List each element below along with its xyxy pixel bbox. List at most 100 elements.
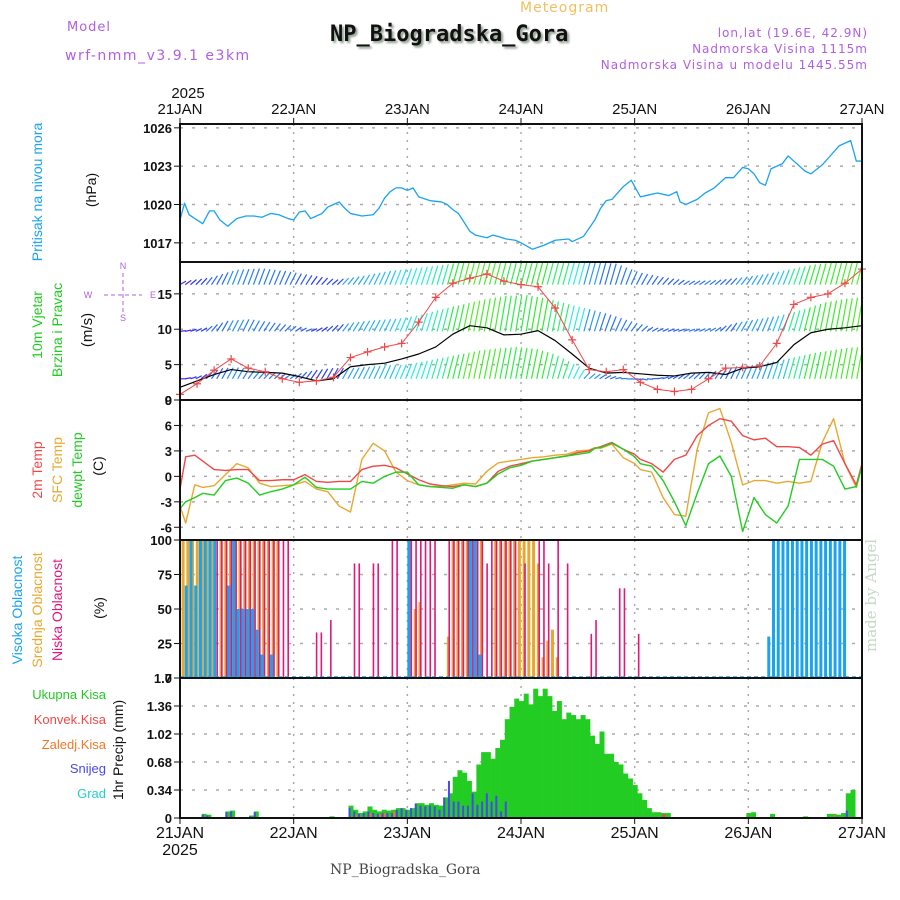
pressure-title: Pritisak na nivou mora — [29, 123, 45, 262]
cloud-mid-bar — [555, 657, 559, 678]
cloud-mid-bar — [470, 540, 474, 678]
wind-barb — [499, 295, 507, 332]
wind-barb — [635, 324, 643, 332]
wind-barb — [625, 321, 633, 332]
wind-barb — [688, 373, 696, 380]
cloud-high-bar — [781, 540, 785, 678]
gust-marker — [244, 364, 253, 373]
wind-barb — [683, 373, 691, 380]
y-tick-label: 25 — [158, 637, 172, 652]
wind-barb — [594, 373, 601, 380]
wind-barb — [651, 327, 659, 332]
wind-barb — [530, 261, 539, 285]
cloud-low-bar — [505, 540, 507, 678]
panel-frame — [179, 399, 863, 541]
cloud-mid-bar — [508, 540, 512, 678]
precip-total-bar — [253, 811, 259, 818]
model-label: Model — [67, 20, 112, 35]
bottom-year-label: 2025 — [162, 842, 198, 859]
gust-marker — [517, 280, 525, 289]
wind-barb — [462, 302, 470, 332]
wind-barb — [441, 264, 449, 285]
wind-barb — [793, 356, 801, 379]
wind-barb — [562, 360, 570, 379]
wind-barb — [814, 303, 822, 332]
precip-snow-bar — [391, 813, 394, 818]
wind-barb — [462, 352, 470, 379]
wind-barb — [740, 276, 748, 286]
precip-freezing-bar — [369, 813, 372, 818]
y-tick-label: 1026 — [143, 121, 172, 136]
wind-barb — [840, 347, 848, 379]
wind-barb — [578, 369, 586, 380]
precip-snow-bar — [845, 810, 848, 818]
wind-barb — [646, 326, 654, 332]
cloud-low-bar — [282, 540, 285, 678]
cloud-high-bar — [198, 540, 202, 678]
wind-barb — [583, 262, 591, 285]
wind-barb — [840, 298, 848, 332]
y-tick-label: 0 — [165, 469, 172, 484]
wind-barb — [347, 322, 355, 332]
wind-barb — [305, 275, 313, 285]
precip-total-bar — [642, 799, 648, 818]
cloud-high-bar — [805, 540, 809, 678]
gust-marker — [448, 279, 457, 288]
compass-s: S — [120, 313, 126, 323]
precip-snow-bar — [381, 813, 384, 818]
precip-total-bar — [490, 758, 496, 818]
precip-total-bar — [627, 778, 633, 818]
wind-barb — [504, 347, 512, 379]
cloud-mid-bar — [465, 540, 469, 678]
cloud-mid-bar — [513, 540, 517, 678]
wind-barb — [599, 374, 607, 380]
cloud-mid-bar — [200, 540, 204, 678]
wind-barb — [394, 318, 402, 332]
wind-barb — [195, 375, 203, 380]
wind-barb — [405, 316, 413, 332]
wind-barb — [699, 328, 706, 332]
wind-barb — [384, 318, 392, 332]
precip-snow-bar — [201, 814, 204, 818]
precip-total-bar — [841, 813, 847, 818]
cloud-high-bar — [246, 609, 250, 678]
gust-marker — [687, 385, 696, 394]
wind-barb — [504, 295, 512, 332]
bottom-tick-label: 25JAN — [611, 825, 659, 842]
wind-barb — [195, 328, 202, 332]
cloud-mid-bar — [233, 540, 237, 678]
cloud-mid-bar — [210, 540, 214, 678]
cloud-low-title: Niska Oblacnost — [49, 559, 65, 661]
wind-barb — [205, 276, 213, 286]
wind-barb — [793, 310, 801, 332]
wind-barb — [210, 275, 218, 285]
gust-marker — [312, 376, 321, 385]
precip-snow-bar — [225, 812, 228, 818]
cloud-low-bar — [273, 540, 275, 678]
cloud-low-bar — [481, 540, 484, 678]
wind-barb — [551, 262, 560, 285]
wind-barb — [829, 349, 838, 379]
precip-total-bar — [457, 770, 463, 818]
wind-barb — [641, 325, 649, 332]
wind-barb — [530, 296, 539, 332]
wind-barb — [672, 278, 680, 286]
wind-barb — [315, 276, 323, 286]
pressure-unit: (hPa) — [83, 173, 99, 207]
cloud-high-bar — [251, 609, 255, 678]
cloud-mid-bar — [205, 540, 209, 678]
wind-barb — [252, 320, 260, 332]
wind-barb — [247, 319, 255, 332]
wind-barb — [751, 318, 759, 332]
wind-barb — [835, 261, 843, 285]
precip-total-bar — [466, 780, 472, 818]
precip-total-bar — [751, 812, 757, 818]
wind-barb — [614, 317, 622, 332]
y-tick-label: -6 — [160, 520, 172, 535]
wind-barb — [782, 269, 790, 285]
gust-marker — [499, 277, 508, 286]
wind-barb — [646, 274, 654, 285]
wind-barb — [572, 366, 580, 380]
precip-snow-bar — [353, 811, 356, 818]
compass-n: N — [120, 261, 127, 271]
